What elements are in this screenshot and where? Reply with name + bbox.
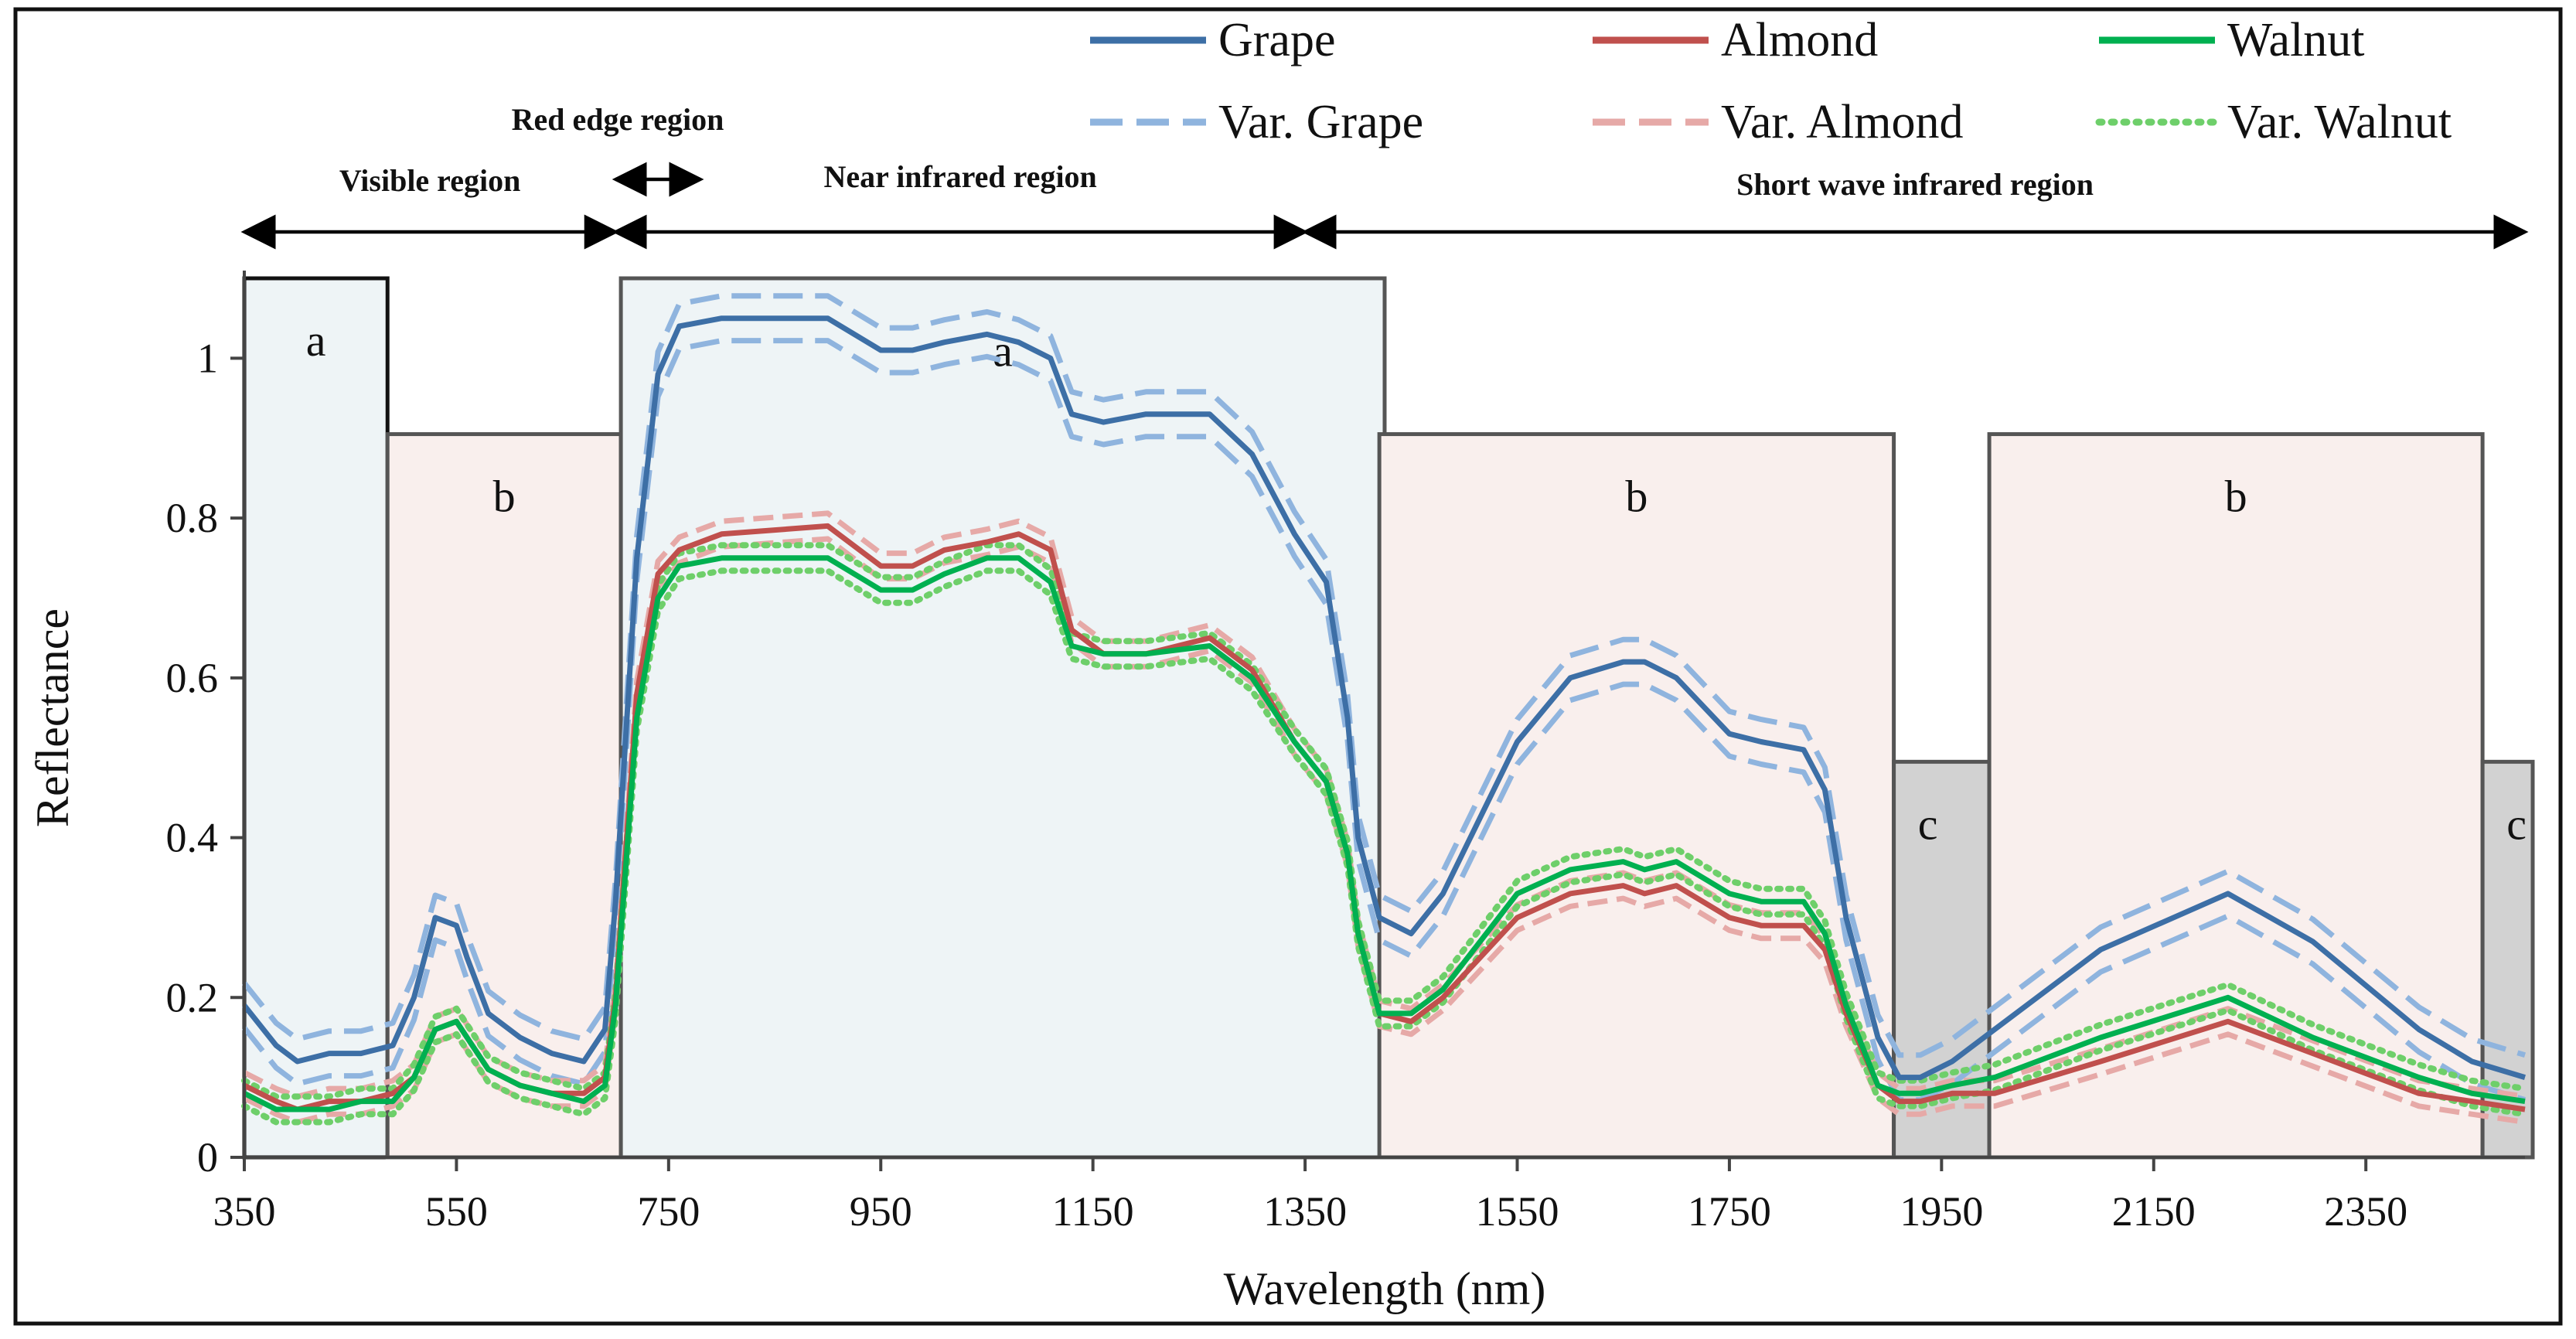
legend-label-walnut_var: Var. Walnut xyxy=(2227,96,2452,148)
x-tick-label: 350 xyxy=(213,1188,276,1235)
series-grape-variance-lower xyxy=(242,338,2527,1103)
near-infrared-region-label: Near infrared region xyxy=(824,159,1097,194)
visible-region-label: Visible region xyxy=(339,163,520,198)
box-label-b: b xyxy=(2225,472,2247,522)
red-edge-region-label: Red edge region xyxy=(512,102,724,137)
y-tick-label: 0 xyxy=(197,1134,218,1181)
axes: 350 550 750 950 1150 1350 1550 1750 1950 2150 2350… xyxy=(27,271,2525,1314)
box-label-a: a xyxy=(306,315,326,366)
box-label-c: c xyxy=(1918,799,1938,849)
y-tick-label: 0.4 xyxy=(166,815,219,861)
box-label-a: a xyxy=(993,326,1013,376)
short-wave-infrared-region-label: Short wave infrared region xyxy=(1736,167,2094,202)
x-tick-label: 2150 xyxy=(2112,1188,2196,1235)
x-tick-label: 1750 xyxy=(1688,1188,1771,1235)
x-tick-label: 550 xyxy=(425,1188,488,1235)
box-label-c: c xyxy=(2506,799,2527,849)
x-axis-title: Wavelength (nm) xyxy=(1224,1263,1546,1314)
x-tick-label: 1350 xyxy=(1263,1188,1347,1235)
y-tick-label: 0.6 xyxy=(166,655,219,701)
x-tick-label: 1550 xyxy=(1476,1188,1559,1235)
legend-label-grape: Grape xyxy=(1218,14,1335,66)
highlight-box-3 xyxy=(1377,432,1896,1160)
x-tick-label: 950 xyxy=(850,1188,912,1235)
legend-label-grape_var: Var. Grape xyxy=(1218,96,1423,148)
x-tick-label: 750 xyxy=(637,1188,700,1235)
x-tick-label: 1150 xyxy=(1052,1188,1134,1235)
x-tick-label: 2350 xyxy=(2324,1188,2407,1235)
series-grape-line xyxy=(242,315,2527,1081)
series-grape-variance-upper xyxy=(242,293,2527,1058)
x-tick-label: 1950 xyxy=(1900,1188,1983,1235)
series-walnut-variance-upper xyxy=(241,542,2528,1100)
legend-label-almond: Almond xyxy=(1721,14,1878,66)
box-label-b: b xyxy=(1625,472,1647,522)
y-tick-label: 1 xyxy=(197,335,218,381)
highlight-box-2 xyxy=(618,276,1387,1160)
box-label-b: b xyxy=(493,472,516,522)
y-axis-title: Reflectance xyxy=(27,608,78,827)
series-lines xyxy=(241,293,2528,1126)
spectral-region-annotations: Visible region Red edge region Near infrar… xyxy=(240,102,2529,250)
series-walnut-variance-lower xyxy=(241,567,2528,1126)
series-walnut-line xyxy=(243,555,2526,1112)
y-tick-label: 0.2 xyxy=(166,974,219,1020)
highlight-box-0 xyxy=(242,276,390,1160)
legend: Grape Almond Walnut Var. Grape Var. Almond Va… xyxy=(1090,14,2452,148)
legend-label-almond_var: Var. Almond xyxy=(1721,96,1963,148)
legend-label-walnut: Walnut xyxy=(2227,14,2365,66)
y-tick-label: 0.8 xyxy=(166,495,219,541)
